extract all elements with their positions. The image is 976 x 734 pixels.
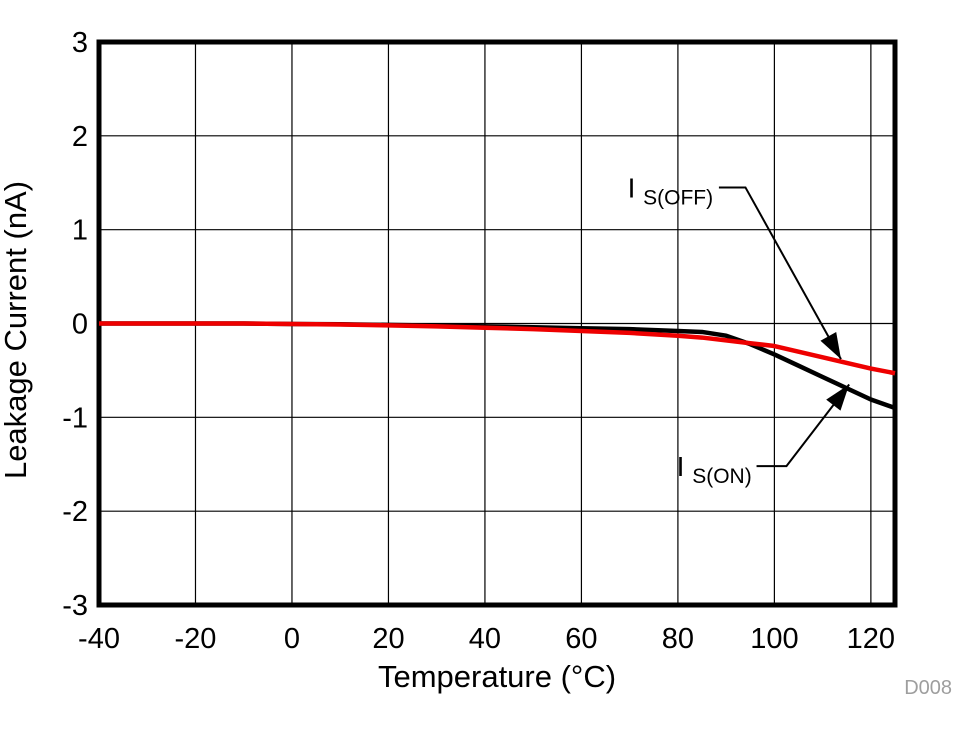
x-tick-label: 20 bbox=[372, 623, 404, 655]
y-tick-label: 0 bbox=[72, 309, 88, 341]
x-tick-label: 60 bbox=[565, 623, 597, 655]
annotation-arrowhead bbox=[820, 332, 841, 360]
x-tick-label: 0 bbox=[284, 623, 300, 655]
annotation-label-is-off-sub: S(OFF) bbox=[643, 186, 713, 209]
figure-id-label: D008 bbox=[904, 677, 952, 699]
x-tick-label: -20 bbox=[175, 623, 217, 655]
annotation-label-is-on: I S(ON) bbox=[677, 451, 752, 488]
series-line-isoff bbox=[99, 321, 896, 376]
y-tick-label: -3 bbox=[62, 590, 88, 622]
y-tick-label: 2 bbox=[72, 121, 88, 153]
annotation-leader-line bbox=[718, 186, 842, 360]
annotation-label-is-off-main: I bbox=[628, 172, 636, 203]
x-tick-label: 120 bbox=[847, 623, 895, 655]
annotation-label-is-off: I S(OFF) bbox=[628, 172, 714, 209]
annotation-label-is-on-sub: S(ON) bbox=[692, 465, 752, 488]
x-axis-title: Temperature (°C) bbox=[378, 659, 616, 694]
x-tick-label: 100 bbox=[750, 623, 798, 655]
x-tick-label: 80 bbox=[662, 623, 694, 655]
y-tick-label: 1 bbox=[72, 215, 88, 247]
y-tick-label: 3 bbox=[72, 27, 88, 59]
x-tick-label: -40 bbox=[78, 623, 120, 655]
y-axis-title: Leakage Current (nA) bbox=[0, 181, 33, 479]
y-tick-label: -1 bbox=[62, 402, 88, 434]
annotation-label-is-on-main: I bbox=[677, 451, 685, 482]
x-tick-label: 40 bbox=[469, 623, 501, 655]
series-line-ison bbox=[99, 321, 896, 411]
y-tick-label: -2 bbox=[62, 496, 88, 528]
annotation-arrowhead bbox=[826, 384, 850, 411]
annotation-leader-line bbox=[756, 383, 850, 468]
